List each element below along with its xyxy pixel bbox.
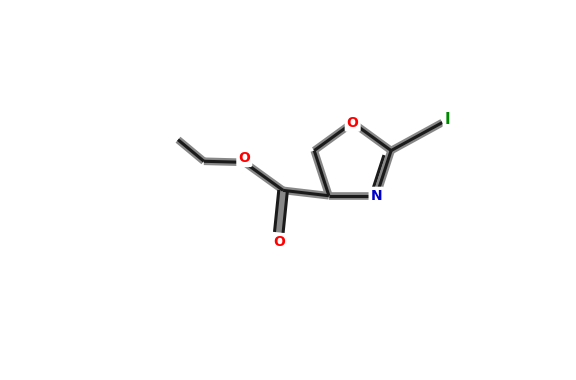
- Text: N: N: [370, 189, 382, 203]
- Text: O: O: [273, 235, 285, 249]
- Text: O: O: [347, 116, 359, 130]
- Text: I: I: [445, 112, 450, 127]
- Text: O: O: [238, 151, 250, 165]
